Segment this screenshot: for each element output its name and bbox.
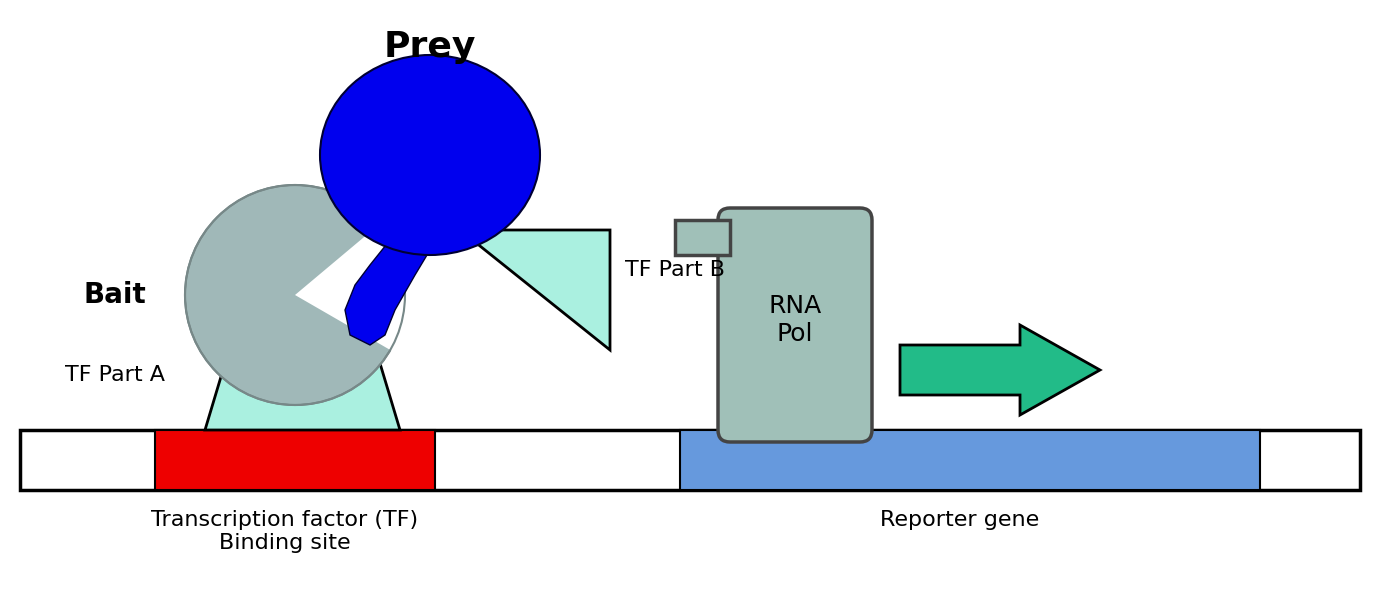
FancyBboxPatch shape [718, 208, 872, 442]
Text: TF Part B: TF Part B [625, 260, 724, 280]
Text: Bait: Bait [84, 281, 146, 309]
Text: RNA
Pol: RNA Pol [769, 294, 821, 346]
Circle shape [185, 185, 404, 405]
Bar [19, 430, 1361, 490]
Text: TF Part A: TF Part A [65, 365, 166, 385]
Text: Prey: Prey [384, 30, 476, 64]
Bar [155, 430, 435, 490]
Text: Reporter gene: Reporter gene [880, 510, 1039, 530]
Text: Transcription factor (TF)
Binding site: Transcription factor (TF) Binding site [152, 510, 418, 553]
Polygon shape [460, 230, 610, 350]
Polygon shape [206, 280, 400, 430]
Polygon shape [675, 220, 730, 255]
Polygon shape [345, 240, 440, 345]
FancyArrow shape [900, 325, 1100, 415]
Ellipse shape [320, 55, 540, 255]
Wedge shape [295, 223, 407, 351]
Bar [680, 430, 1260, 490]
